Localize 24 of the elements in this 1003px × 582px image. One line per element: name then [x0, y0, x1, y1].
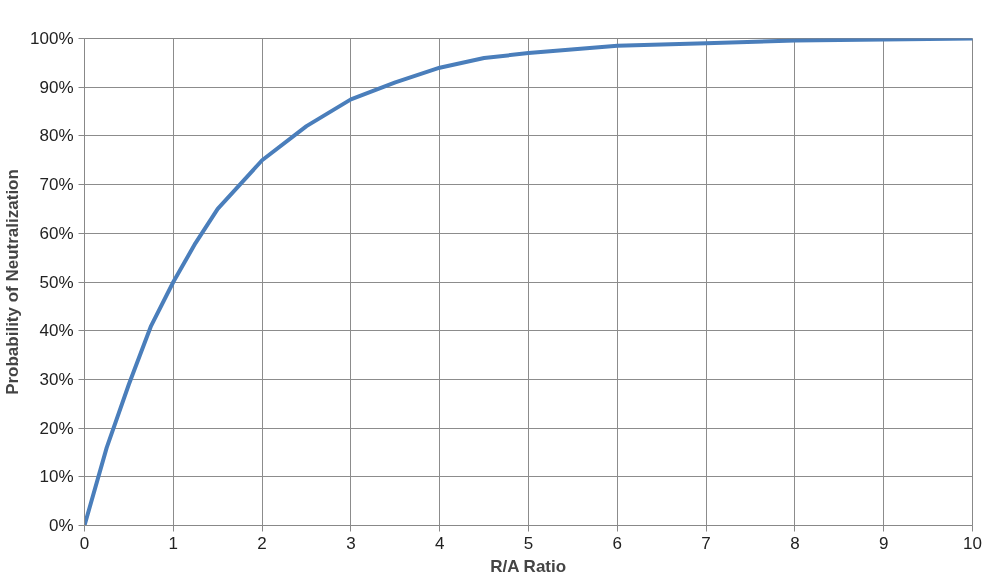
y-tick-label: 10%: [39, 467, 74, 487]
x-tick-label: 6: [612, 533, 623, 553]
x-tick-label: 3: [346, 533, 356, 553]
x-tick-label: 0: [79, 533, 90, 553]
y-axis-title: Probability of Neutralization: [3, 169, 23, 395]
y-tick-label: 80%: [39, 126, 74, 146]
y-tick-label: 60%: [39, 223, 74, 243]
x-tick-label: 7: [701, 533, 711, 553]
x-tick-label: 1: [168, 533, 179, 553]
y-tick-label: 100%: [30, 29, 74, 48]
x-tick-label: 8: [790, 533, 800, 553]
x-tick-label: 5: [523, 533, 534, 553]
y-tick-label: 40%: [39, 321, 74, 341]
x-tick-label: 9: [878, 533, 889, 553]
y-tick-label: 30%: [39, 369, 74, 389]
x-tick-label: 2: [257, 533, 267, 553]
x-tick-label: 10: [963, 533, 982, 553]
y-tick-label: 20%: [39, 418, 74, 438]
x-tick-label: 4: [434, 533, 445, 553]
y-tick-label: 90%: [39, 77, 74, 97]
y-tick-label: 70%: [39, 175, 74, 195]
y-tick-label: 50%: [39, 272, 74, 292]
x-axis-title: R/A Ratio: [490, 556, 567, 576]
y-tick-label: 0%: [48, 516, 74, 535]
